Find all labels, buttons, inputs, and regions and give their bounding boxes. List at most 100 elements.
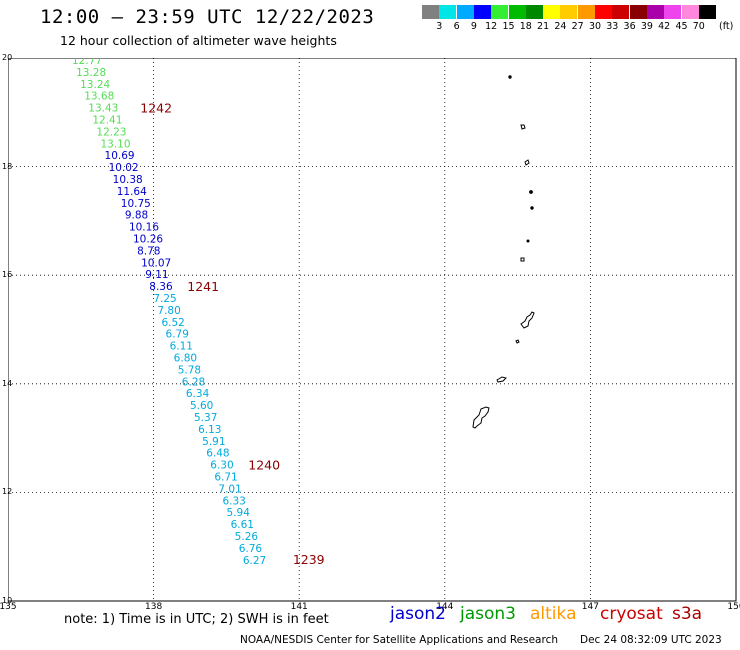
pass-number-label: 1240 [248,458,280,473]
wave-height-value: 10.75 [121,198,151,210]
latitude-label: 12 [2,487,13,497]
wave-height-value: 7.80 [157,305,180,317]
wave-height-value: 6.52 [161,317,184,329]
wave-height-value: 6.79 [166,329,189,341]
color-scale-label: 42 [658,21,671,32]
wave-height-value: 6.11 [170,341,193,353]
wave-height-value: 12.77 [72,58,102,67]
wave-height-value: 7.25 [153,293,176,305]
color-scale-unit: (ft) [719,21,734,32]
wave-height-value: 9.88 [125,210,148,222]
island-outline [529,190,533,194]
island-outline [520,257,525,262]
wave-height-value: 13.24 [80,79,110,91]
color-scale-swatch [439,5,457,19]
color-scale-label: 27 [571,21,584,32]
color-scale-swatch [543,5,561,19]
color-scale-swatch [456,5,474,19]
wave-height-value: 13.10 [100,138,130,150]
wave-height-value: 6.80 [174,353,197,365]
island-outline [520,124,526,130]
color-scale-swatch [422,5,439,19]
wave-height-value: 13.28 [76,67,106,79]
wave-height-value: 6.34 [186,388,210,400]
wave-height-value: 13.43 [88,103,118,115]
credit-text: NOAA/NESDIS Center for Satellite Applica… [240,634,558,646]
pass-number-label: 1239 [293,552,325,567]
color-scale-label: 33 [606,21,619,32]
footnote: note: 1) Time is in UTC; 2) SWH is in fe… [64,612,329,627]
latitude-label: 18 [2,161,13,171]
page-title: 12:00 – 23:59 UTC 12/22/2023 [40,6,375,28]
longitude-label: 138 [145,602,163,612]
wave-height-value: 6.30 [210,460,233,472]
color-scale-swatch [612,5,630,19]
color-scale-swatch [577,5,595,19]
wave-height-value: 6.71 [214,472,237,484]
wave-height-value: 9.11 [145,269,168,281]
color-scale-label: 15 [502,21,515,32]
wave-height-value: 10.07 [141,257,171,269]
color-scale-swatch [491,5,509,19]
wave-height-value: 6.48 [206,448,229,460]
latitude-label: 14 [2,378,13,388]
wave-height-value: 7.01 [218,483,241,495]
timestamp-text: Dec 24 08:32:09 UTC 2023 [580,634,722,646]
latitude-label: 20 [2,53,13,62]
longitude-label: 150 [727,602,740,612]
island-outline [472,406,490,429]
color-scale-label: 36 [623,21,636,32]
wave-height-value: 11.64 [117,186,147,198]
longitude-label: 147 [581,602,599,612]
wave-height-value: 6.33 [222,495,245,507]
satellite-track: 12.7713.2813.2413.6813.4312.4112.2313.10… [72,58,325,567]
color-scale-swatch [698,5,716,19]
island-outline [526,239,530,243]
wave-height-value: 13.68 [84,91,114,103]
island-outline [524,159,530,166]
wave-height-value: 6.28 [182,376,205,388]
pass-number-label: 1241 [187,279,219,294]
wave-height-value: 5.91 [202,436,225,448]
legend-item: s3a [672,604,703,624]
latitude-label: 16 [2,270,13,280]
map-frame [8,58,737,602]
wave-height-value: 6.13 [198,424,221,436]
color-scale-label: 3 [436,21,443,32]
color-scale-swatch [629,5,647,19]
wave-height-value: 5.37 [194,412,217,424]
color-scale-label: 70 [692,21,705,32]
island-outline [515,339,520,344]
wave-height-value: 10.02 [109,162,139,174]
latitude-label: 10 [2,596,13,605]
legend-item: jason3 [460,604,516,624]
wave-height-value: 5.60 [190,400,213,412]
longitude-label: 144 [436,602,454,612]
legend-item: jason2 [390,604,446,624]
island-outline [530,206,534,210]
longitude-label: 135 [0,602,17,612]
grid-lines [8,58,736,601]
legend-item: altika [530,604,577,624]
color-scale-swatch [681,5,699,19]
color-scale-swatch [508,5,526,19]
color-scale-label: 6 [453,21,460,32]
color-scale-label: 45 [675,21,688,32]
island-outlines [472,75,535,429]
color-scale-label: 9 [470,21,477,32]
wave-height-map: 12.7713.2813.2413.6813.4312.4112.2313.10… [8,58,737,602]
color-scale-label: 39 [640,21,653,32]
wave-height-value: 5.78 [178,364,201,376]
wave-height-value: 6.61 [231,519,254,531]
wave-height-value: 10.69 [105,150,135,162]
pass-number-label: 1242 [140,101,172,116]
wave-height-value: 10.16 [129,222,159,234]
color-scale-swatch [560,5,578,19]
island-outline [508,75,512,79]
color-scale-swatch [595,5,612,19]
color-scale-label: 24 [554,21,567,32]
wave-height-value: 10.26 [133,234,163,246]
color-scale-label: 12 [485,21,498,32]
wave-height-value: 10.38 [113,174,143,186]
color-scale-swatch [664,5,682,19]
